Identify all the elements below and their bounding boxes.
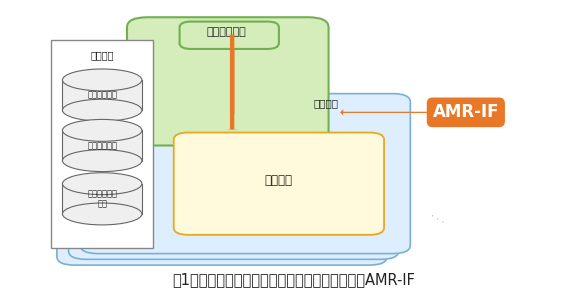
Text: 上位システム: 上位システム — [207, 27, 246, 37]
Ellipse shape — [62, 99, 142, 121]
Ellipse shape — [62, 69, 142, 91]
Text: AMR-IF: AMR-IF — [433, 103, 499, 121]
Bar — [62, 184, 142, 214]
FancyBboxPatch shape — [57, 105, 387, 265]
Text: 地図管理: 地図管理 — [90, 50, 114, 60]
FancyBboxPatch shape — [80, 94, 410, 253]
Text: 自己位置推定
地図: 自己位置推定 地図 — [87, 189, 117, 209]
Text: 走行環境地図: 走行環境地図 — [87, 141, 117, 150]
Text: 運行管理地図: 運行管理地図 — [87, 91, 117, 100]
Text: · · ·: · · · — [427, 211, 446, 227]
Ellipse shape — [62, 173, 142, 195]
Text: 図1：自律型移動ロボット向けインターフェースAMR-IF: 図1：自律型移動ロボット向けインターフェースAMR-IF — [172, 272, 415, 287]
Bar — [51, 40, 153, 248]
FancyBboxPatch shape — [127, 17, 329, 146]
Ellipse shape — [62, 150, 142, 172]
FancyBboxPatch shape — [69, 100, 399, 259]
FancyBboxPatch shape — [180, 22, 279, 49]
Text: ロボット: ロボット — [314, 98, 339, 108]
Bar — [62, 130, 142, 161]
Ellipse shape — [62, 119, 142, 141]
Text: 移動機能: 移動機能 — [265, 174, 293, 187]
Ellipse shape — [62, 203, 142, 225]
Bar — [62, 80, 142, 110]
FancyBboxPatch shape — [174, 132, 384, 235]
